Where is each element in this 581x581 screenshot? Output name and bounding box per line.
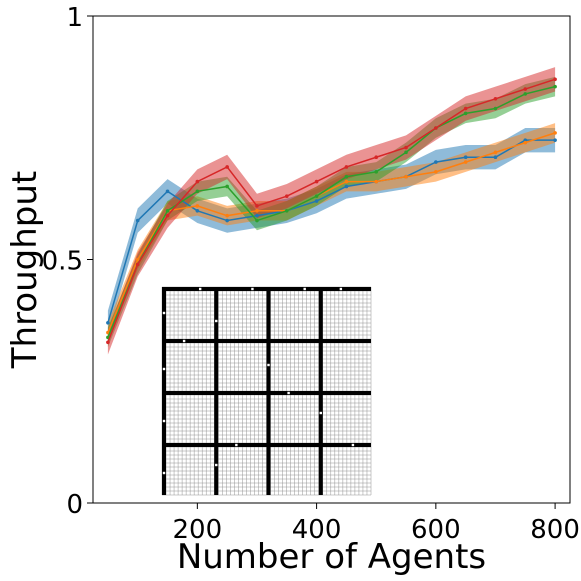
inset-opening (198, 287, 202, 291)
inset-wall (166, 391, 371, 395)
series-2-point (493, 150, 498, 155)
series-3-point (374, 170, 379, 174)
series-3-line (107, 85, 556, 338)
inset-wall (162, 287, 167, 495)
series-2-point (404, 174, 408, 179)
series-2-point (434, 170, 438, 174)
series-4-point (284, 194, 289, 198)
series-2-point (225, 213, 229, 218)
series-3-point (165, 209, 170, 213)
series-2-point (195, 204, 200, 208)
series-2-point (553, 131, 557, 135)
series-4-band (107, 67, 556, 355)
y-tick-label: 0.5 (42, 247, 83, 277)
y-tick-label: 0 (66, 490, 83, 520)
series-1-point (493, 155, 498, 160)
series-4-point (493, 96, 498, 101)
series-3-point (493, 106, 498, 111)
series-4-line (107, 78, 556, 343)
series-lines (106, 77, 557, 345)
inset-opening (267, 363, 270, 367)
series-1-point (195, 209, 200, 213)
y-tick-label: 1 (66, 3, 83, 33)
inset-opening (303, 287, 306, 291)
inset-opening (235, 443, 238, 447)
inset-opening (319, 411, 322, 415)
series-4-point (195, 179, 200, 184)
series-2-point (463, 160, 468, 164)
inset-opening (182, 339, 186, 343)
inset-opening (162, 471, 166, 475)
series-1-point (165, 189, 170, 194)
series-4-point (106, 340, 110, 345)
x-tick-label: 200 (173, 515, 223, 545)
series-4-point (314, 179, 319, 184)
inset-wall (166, 339, 371, 343)
x-tick-label: 400 (292, 515, 342, 545)
series-4-point (225, 165, 229, 169)
series-2-band (107, 123, 556, 343)
series-2-point (374, 179, 379, 184)
series-4-point (344, 165, 349, 169)
series-4-point (463, 106, 468, 111)
series-3-point (195, 189, 200, 194)
inset-wall (166, 443, 371, 447)
inset-opening (351, 443, 355, 447)
series-4-point (374, 155, 379, 160)
inset-opening (251, 287, 254, 291)
series-3-point (553, 84, 557, 89)
series-1-point (225, 218, 229, 223)
x-axis-ticks: 200 400 600 800 (173, 503, 580, 545)
inset-opening (162, 311, 166, 315)
series-1-point (553, 138, 557, 142)
series-2-point (255, 209, 259, 213)
y-axis-label: Throughput (5, 171, 45, 370)
inset-opening (162, 419, 166, 423)
series-2-point (523, 140, 528, 145)
series-3-point (404, 150, 408, 155)
series-1-point (463, 155, 468, 160)
series-4-point (434, 126, 438, 130)
series-4-point (255, 204, 259, 208)
series-4-point (135, 262, 140, 267)
series-4-point (404, 145, 408, 150)
inset-opening (339, 287, 343, 291)
series-4-point (523, 87, 528, 91)
series-3-point (284, 209, 289, 213)
y-axis-ticks: 00.51 (42, 3, 93, 520)
series-3-point (523, 92, 528, 96)
series-1-point (434, 160, 438, 164)
series-4-point (165, 213, 170, 218)
series-3-point (255, 218, 259, 223)
inset-opening (215, 463, 218, 467)
series-3-point (463, 111, 468, 116)
series-2-point (344, 179, 349, 184)
series-2-line (107, 132, 556, 333)
series-1-point (106, 321, 110, 325)
x-axis-label: Number of Agents (177, 537, 486, 577)
inset-opening (162, 367, 166, 371)
series-3-point (344, 174, 349, 179)
series-1-point (314, 199, 319, 203)
series-2-point (135, 257, 140, 262)
inset-opening (287, 391, 290, 395)
series-1-point (135, 218, 140, 223)
series-1-point (255, 213, 259, 218)
series-4-point (553, 77, 557, 82)
warehouse-map-inset (161, 286, 372, 496)
inset-opening (215, 319, 218, 323)
x-tick-label: 600 (411, 515, 461, 545)
x-tick-label: 800 (530, 515, 580, 545)
series-3-point (225, 184, 229, 189)
series-1-point (344, 184, 349, 189)
series-3-point (314, 194, 319, 198)
